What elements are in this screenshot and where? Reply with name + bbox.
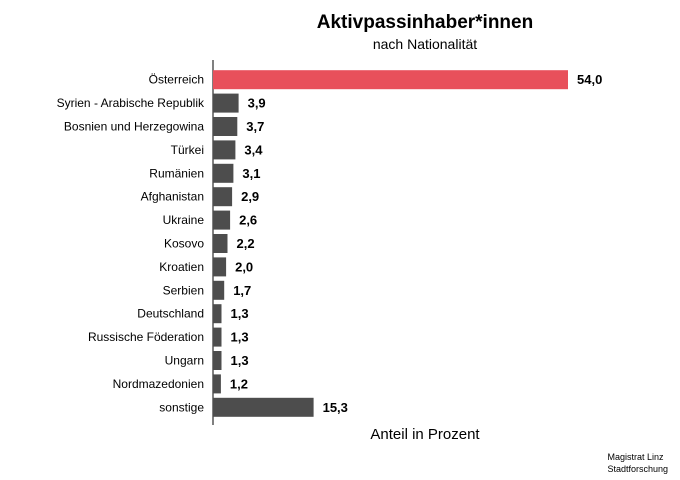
value-label: 1,7 <box>233 283 251 298</box>
bar <box>213 280 225 300</box>
bar <box>213 117 238 136</box>
bar <box>213 374 221 394</box>
source-line-2: Stadtforschung <box>607 464 668 474</box>
value-label: 2,0 <box>235 259 253 274</box>
category-label: Syrien - Arabische Republik <box>57 96 205 110</box>
bar <box>213 327 222 347</box>
bar <box>213 234 228 253</box>
bar <box>213 210 231 230</box>
value-label: 15,3 <box>323 400 348 415</box>
category-label: Kroatien <box>159 260 204 274</box>
bar <box>213 163 234 183</box>
category-label: sonstige <box>159 400 204 414</box>
value-label: 1,2 <box>230 376 248 391</box>
bar <box>213 257 227 277</box>
category-label: Ukraine <box>163 213 205 227</box>
category-label: Rumänien <box>149 166 204 180</box>
bar <box>213 304 222 324</box>
category-label: Afghanistan <box>141 190 204 204</box>
bar <box>213 70 568 90</box>
category-label: Nordmazedonien <box>113 377 204 391</box>
value-label: 3,9 <box>248 96 266 111</box>
category-label: Österreich <box>149 73 204 87</box>
category-label: Ungarn <box>165 354 204 368</box>
bar <box>213 140 236 160</box>
category-label: Türkei <box>171 143 204 157</box>
category-label: Serbien <box>163 283 204 297</box>
value-label: 2,6 <box>239 213 257 228</box>
value-label: 3,1 <box>242 166 260 181</box>
bar <box>213 351 222 370</box>
x-axis-label: Anteil in Prozent <box>370 426 480 443</box>
source-line-1: Magistrat Linz <box>607 452 664 462</box>
category-label: Deutschland <box>137 307 204 321</box>
value-label: 1,3 <box>231 306 249 321</box>
source-credit: Magistrat Linz Stadtforschung <box>607 451 668 475</box>
value-label: 2,2 <box>237 236 255 251</box>
chart-subtitle: nach Nationalität <box>372 36 478 52</box>
value-label: 3,4 <box>244 142 263 157</box>
value-label: 3,7 <box>246 119 264 134</box>
bar <box>213 93 239 113</box>
value-label: 1,3 <box>231 330 249 345</box>
bar <box>213 187 233 207</box>
category-label: Kosovo <box>164 237 204 251</box>
chart-title: Aktivpassinhaber*innen <box>316 12 534 33</box>
value-label: 1,3 <box>231 353 249 368</box>
bar <box>213 397 314 417</box>
value-label: 2,9 <box>241 189 259 204</box>
category-label: Russische Föderation <box>88 330 204 344</box>
category-label: Bosnien und Herzegowina <box>64 120 204 134</box>
value-label: 54,0 <box>577 72 602 87</box>
